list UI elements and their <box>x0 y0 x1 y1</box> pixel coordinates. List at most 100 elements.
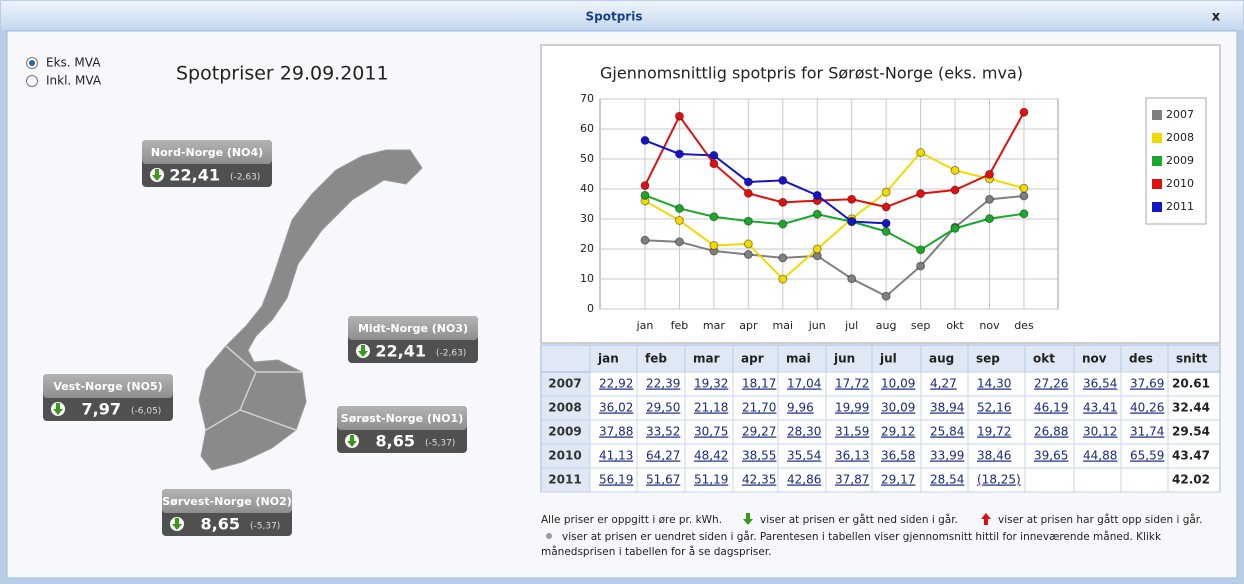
trend-icon <box>53 403 63 415</box>
x-tick-label: apr <box>739 319 758 332</box>
footnote-same: viser at prisen er uendret siden i går. … <box>562 530 1162 543</box>
x-tick-label: jan <box>636 319 654 332</box>
price-link[interactable]: 40,26 <box>1130 401 1164 415</box>
data-point <box>881 218 891 228</box>
price-link[interactable]: 30,09 <box>881 401 915 415</box>
price-link[interactable]: 37,69 <box>1130 377 1164 391</box>
price-link[interactable]: 36,58 <box>881 449 915 463</box>
price-link[interactable]: 28,30 <box>787 425 821 439</box>
norway-map <box>198 149 423 471</box>
price-link[interactable]: 52,16 <box>977 401 1011 415</box>
price-link[interactable]: 31,59 <box>835 425 869 439</box>
column-header: mai <box>786 352 811 366</box>
price-link[interactable]: 27,26 <box>1034 377 1068 391</box>
column-header: mar <box>693 352 720 366</box>
data-point <box>674 149 684 159</box>
price-link[interactable]: 38,46 <box>977 449 1011 463</box>
data-point <box>709 240 719 250</box>
price-link[interactable]: 19,32 <box>694 377 728 391</box>
column-header: aug <box>929 352 954 366</box>
price-link[interactable]: 19,72 <box>977 425 1011 439</box>
column-header: jun <box>833 352 855 366</box>
price-link[interactable]: 36,02 <box>599 401 633 415</box>
x-tick-label: feb <box>671 319 689 332</box>
x-tick-label: des <box>1014 319 1034 332</box>
data-point <box>674 237 684 247</box>
icon-same <box>546 533 552 539</box>
title-bar <box>1 1 1243 30</box>
price-link[interactable]: 29,12 <box>881 425 915 439</box>
price-link[interactable]: 37,88 <box>599 425 633 439</box>
price-link[interactable]: 10,09 <box>881 377 915 391</box>
data-point <box>640 235 650 245</box>
price-link[interactable]: 36,13 <box>835 449 869 463</box>
chart-title: Gjennomsnittlig spotpris for Sørøst-Norg… <box>600 64 1023 83</box>
price-link[interactable]: 43,41 <box>1083 401 1117 415</box>
price-link[interactable]: 18,17 <box>742 377 776 391</box>
price-link[interactable]: (18,25) <box>977 473 1021 487</box>
price-link[interactable]: 35,54 <box>787 449 821 463</box>
price-link[interactable]: 48,42 <box>694 449 728 463</box>
price-link[interactable]: 36,54 <box>1083 377 1117 391</box>
close-button[interactable]: x <box>1212 10 1221 25</box>
price-link[interactable]: 30,12 <box>1083 425 1117 439</box>
column-header: des <box>1129 352 1153 366</box>
price-link[interactable]: 33,52 <box>646 425 680 439</box>
price-link[interactable]: 51,19 <box>694 473 728 487</box>
region-header <box>142 140 272 164</box>
price-link[interactable]: 56,19 <box>599 473 633 487</box>
price-link[interactable]: 65,59 <box>1130 449 1164 463</box>
footnote-units: Alle priser er oppgitt i øre pr. kWh. <box>541 514 722 526</box>
radio-label[interactable]: Eks. MVA <box>46 56 101 70</box>
column-header: sep <box>976 352 1000 366</box>
row-year: 2011 <box>548 473 581 487</box>
price-link[interactable]: 22,92 <box>599 377 633 391</box>
row-year: 2009 <box>548 425 581 439</box>
data-point <box>916 189 926 199</box>
price-link[interactable]: 28,54 <box>930 473 964 487</box>
price-link[interactable]: 64,27 <box>646 449 680 463</box>
row-average: 29.54 <box>1172 425 1210 439</box>
price-link[interactable]: 22,39 <box>646 377 680 391</box>
y-tick-label: 30 <box>580 212 594 225</box>
price-link[interactable]: 4,27 <box>930 377 957 391</box>
price-link[interactable]: 30,75 <box>694 425 728 439</box>
price-link[interactable]: 21,18 <box>694 401 728 415</box>
radio-button[interactable] <box>26 75 38 87</box>
price-link[interactable]: 26,88 <box>1034 425 1068 439</box>
data-point <box>778 197 788 207</box>
data-point <box>640 190 650 200</box>
price-link[interactable]: 33,99 <box>930 449 964 463</box>
price-link[interactable]: 37,87 <box>835 473 869 487</box>
price-link[interactable]: 38,55 <box>742 449 776 463</box>
price-link[interactable]: 17,72 <box>835 377 869 391</box>
row-average: 20.61 <box>1172 377 1210 391</box>
radio-label[interactable]: Inkl. MVA <box>46 74 102 88</box>
price-link[interactable]: 42,86 <box>787 473 821 487</box>
price-link[interactable]: 19,99 <box>835 401 869 415</box>
price-link[interactable]: 39,65 <box>1034 449 1068 463</box>
price-link[interactable]: 14,30 <box>977 377 1011 391</box>
price-link[interactable]: 9,96 <box>787 401 814 415</box>
price-link[interactable]: 46,19 <box>1034 401 1068 415</box>
price-link[interactable]: 44,88 <box>1083 449 1117 463</box>
price-link[interactable]: 51,67 <box>646 473 680 487</box>
data-point <box>881 202 891 212</box>
price-link[interactable]: 42,35 <box>742 473 776 487</box>
price-link[interactable]: 31,74 <box>1130 425 1164 439</box>
price-link[interactable]: 29,17 <box>881 473 915 487</box>
y-tick-label: 40 <box>580 182 594 195</box>
data-point <box>709 212 719 222</box>
legend-swatch <box>1152 156 1162 166</box>
price-link[interactable]: 29,50 <box>646 401 680 415</box>
cell <box>1120 467 1169 493</box>
column-header: nov <box>1082 352 1107 366</box>
row-year: 2008 <box>548 401 581 415</box>
price-link[interactable]: 29,27 <box>742 425 776 439</box>
price-link[interactable]: 25,84 <box>930 425 964 439</box>
price-link[interactable]: 17,04 <box>787 377 821 391</box>
price-link[interactable]: 21,70 <box>742 401 776 415</box>
data-point <box>985 194 994 204</box>
price-link[interactable]: 41,13 <box>599 449 633 463</box>
price-link[interactable]: 38,94 <box>930 401 964 415</box>
